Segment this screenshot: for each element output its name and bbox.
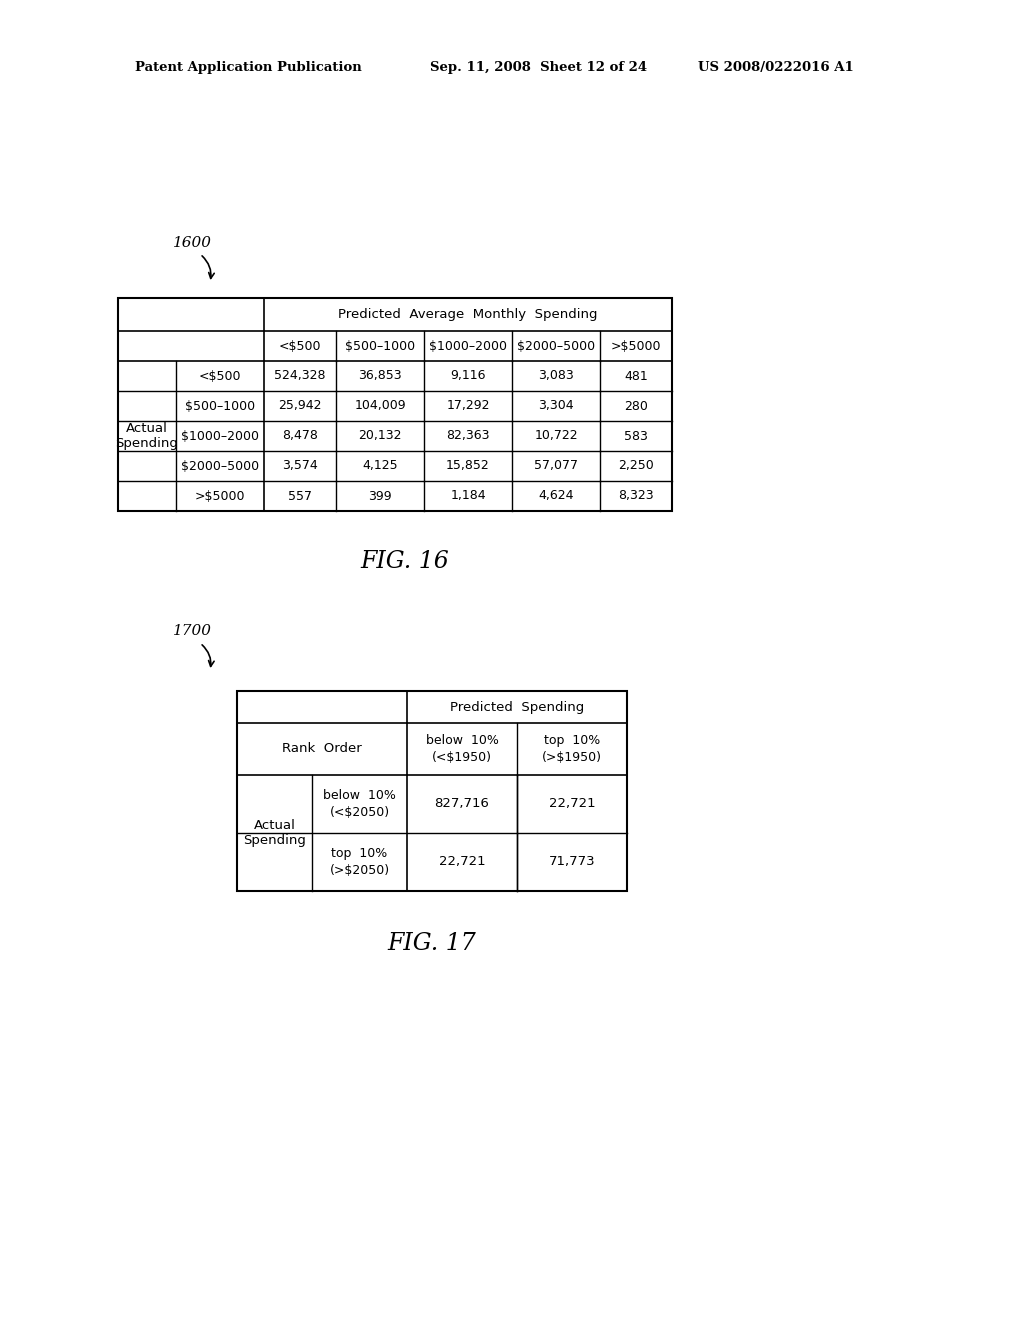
Text: 22,721: 22,721 bbox=[549, 797, 595, 810]
Text: 10,722: 10,722 bbox=[535, 429, 578, 442]
Text: Actual
Spending: Actual Spending bbox=[243, 818, 306, 847]
Text: 9,116: 9,116 bbox=[451, 370, 485, 383]
Text: Rank  Order: Rank Order bbox=[283, 742, 361, 755]
Text: 524,328: 524,328 bbox=[274, 370, 326, 383]
Text: 3,304: 3,304 bbox=[539, 400, 573, 412]
Text: 104,009: 104,009 bbox=[354, 400, 406, 412]
Bar bbox=[118, 298, 672, 511]
Text: 82,363: 82,363 bbox=[446, 429, 489, 442]
Text: 3,574: 3,574 bbox=[283, 459, 317, 473]
Text: <$500: <$500 bbox=[199, 370, 242, 383]
Text: FIG. 17: FIG. 17 bbox=[388, 932, 476, 954]
Text: 8,478: 8,478 bbox=[282, 429, 317, 442]
Text: 25,942: 25,942 bbox=[279, 400, 322, 412]
Bar bbox=[237, 690, 627, 891]
Text: 1600: 1600 bbox=[173, 236, 212, 249]
Text: Patent Application Publication: Patent Application Publication bbox=[135, 62, 361, 74]
Text: Sep. 11, 2008  Sheet 12 of 24: Sep. 11, 2008 Sheet 12 of 24 bbox=[430, 62, 647, 74]
Text: below  10%
(<$2050): below 10% (<$2050) bbox=[323, 789, 396, 818]
Text: 4,624: 4,624 bbox=[539, 490, 573, 503]
Text: 583: 583 bbox=[624, 429, 648, 442]
Text: below  10%
(<$1950): below 10% (<$1950) bbox=[426, 734, 499, 764]
Text: $1000–2000: $1000–2000 bbox=[181, 429, 259, 442]
Text: $1000–2000: $1000–2000 bbox=[429, 339, 507, 352]
Text: Predicted  Average  Monthly  Spending: Predicted Average Monthly Spending bbox=[338, 308, 598, 321]
Text: US 2008/0222016 A1: US 2008/0222016 A1 bbox=[698, 62, 854, 74]
Text: 15,852: 15,852 bbox=[446, 459, 489, 473]
Text: 2,250: 2,250 bbox=[618, 459, 654, 473]
Text: 4,125: 4,125 bbox=[362, 459, 397, 473]
Text: $2000–5000: $2000–5000 bbox=[517, 339, 595, 352]
Text: 8,323: 8,323 bbox=[618, 490, 653, 503]
Text: 280: 280 bbox=[624, 400, 648, 412]
Text: top  10%
(>$1950): top 10% (>$1950) bbox=[542, 734, 602, 764]
Text: $2000–5000: $2000–5000 bbox=[181, 459, 259, 473]
Text: 71,773: 71,773 bbox=[549, 855, 595, 869]
Text: Actual
Spending: Actual Spending bbox=[116, 422, 178, 450]
Text: $500–1000: $500–1000 bbox=[345, 339, 415, 352]
Text: 1700: 1700 bbox=[173, 624, 212, 638]
Text: 827,716: 827,716 bbox=[434, 797, 489, 810]
Text: 36,853: 36,853 bbox=[358, 370, 401, 383]
Text: >$5000: >$5000 bbox=[195, 490, 246, 503]
Text: 399: 399 bbox=[369, 490, 392, 503]
Text: 3,083: 3,083 bbox=[539, 370, 573, 383]
Text: $500–1000: $500–1000 bbox=[185, 400, 255, 412]
Text: 57,077: 57,077 bbox=[534, 459, 578, 473]
Text: >$5000: >$5000 bbox=[610, 339, 662, 352]
Text: <$500: <$500 bbox=[279, 339, 322, 352]
Text: 22,721: 22,721 bbox=[438, 855, 485, 869]
Text: top  10%
(>$2050): top 10% (>$2050) bbox=[330, 847, 389, 876]
Text: 1,184: 1,184 bbox=[451, 490, 485, 503]
Text: Predicted  Spending: Predicted Spending bbox=[450, 701, 584, 714]
Text: FIG. 16: FIG. 16 bbox=[360, 549, 450, 573]
Text: 17,292: 17,292 bbox=[446, 400, 489, 412]
Text: 557: 557 bbox=[288, 490, 312, 503]
Text: 20,132: 20,132 bbox=[358, 429, 401, 442]
Text: 481: 481 bbox=[624, 370, 648, 383]
